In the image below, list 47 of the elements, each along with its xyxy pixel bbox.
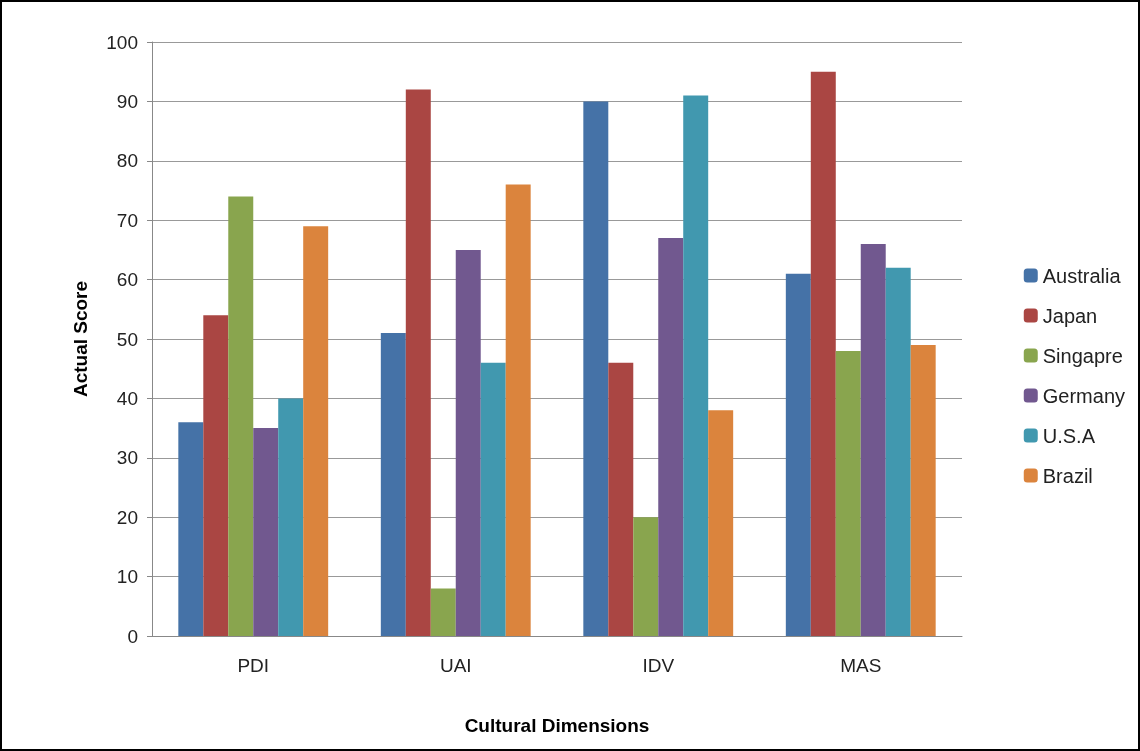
bar xyxy=(885,267,911,636)
y-tick-label: 100 xyxy=(106,31,138,53)
legend-label: Australia xyxy=(1042,264,1122,287)
y-tick-label: 80 xyxy=(116,150,138,172)
bar xyxy=(658,238,684,636)
bar xyxy=(430,588,456,636)
x-tick-label: PDI xyxy=(237,655,270,676)
bar xyxy=(228,196,254,636)
x-axis-title: Cultural Dimensions xyxy=(464,715,650,736)
legend-label: Brazil xyxy=(1042,464,1093,487)
bar xyxy=(910,344,936,636)
bar xyxy=(583,101,609,636)
legend-label: Germany xyxy=(1042,384,1125,407)
y-axis-title: Actual Score xyxy=(70,280,91,398)
legend-label: Japan xyxy=(1042,304,1098,327)
bar xyxy=(860,243,886,636)
x-tick-label: MAS xyxy=(840,655,882,676)
bar xyxy=(683,95,709,636)
y-tick-label: 60 xyxy=(116,269,138,291)
y-tick-label: 70 xyxy=(116,209,138,231)
y-tick-label: 20 xyxy=(116,506,138,528)
bar xyxy=(785,273,811,636)
bar xyxy=(708,410,734,636)
x-tick-label: UAI xyxy=(439,655,472,676)
bar xyxy=(480,362,506,636)
y-tick-label: 30 xyxy=(116,447,138,469)
bar xyxy=(835,350,861,636)
bar xyxy=(405,89,431,636)
bar xyxy=(203,315,229,636)
bar xyxy=(380,333,406,636)
bar xyxy=(505,184,531,636)
bar xyxy=(278,398,304,636)
x-tick-label: IDV xyxy=(642,655,675,676)
bar xyxy=(253,428,279,636)
bar xyxy=(455,249,481,636)
y-tick-label: 10 xyxy=(116,566,138,588)
y-tick-label: 0 xyxy=(127,625,138,647)
legend-label: U.S.A xyxy=(1042,424,1096,447)
bar xyxy=(810,71,836,636)
bar xyxy=(633,517,659,636)
legend-label: Singapre xyxy=(1042,344,1123,367)
y-tick-label: 40 xyxy=(116,387,138,409)
bar xyxy=(178,422,204,636)
bar xyxy=(303,226,329,636)
bar xyxy=(608,362,634,636)
y-tick-label: 50 xyxy=(116,328,138,350)
y-tick-label: 90 xyxy=(116,90,138,112)
